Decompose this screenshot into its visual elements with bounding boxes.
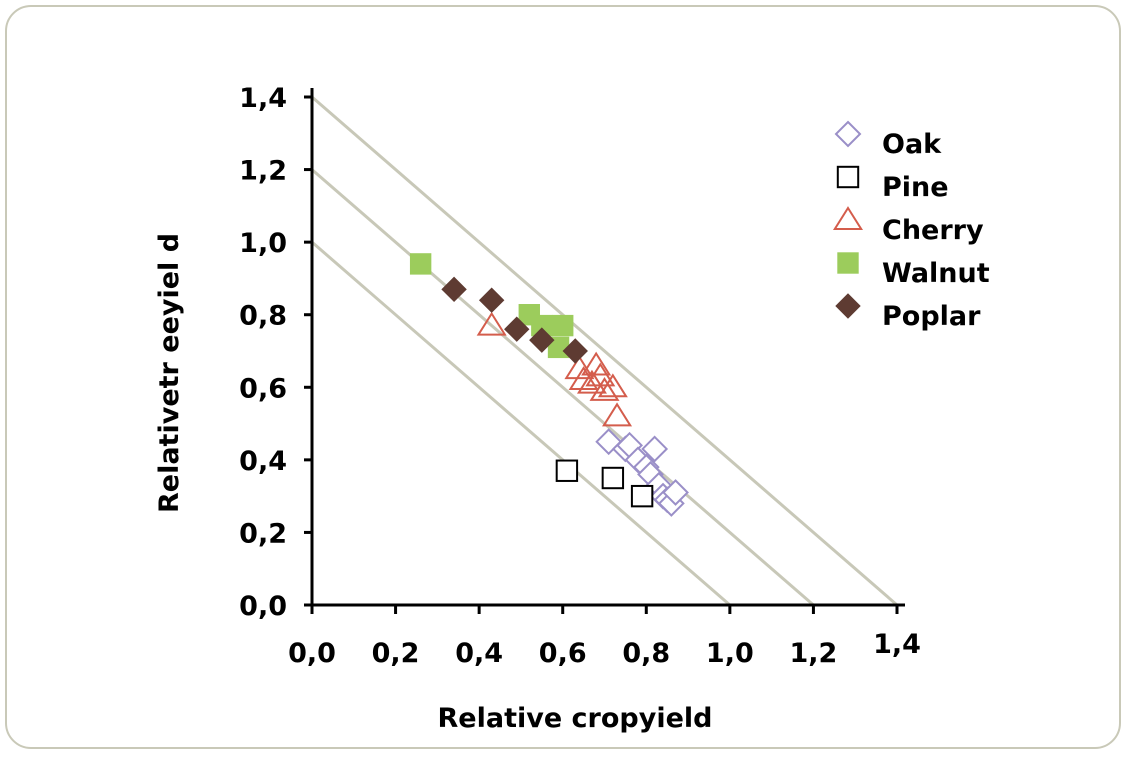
chart-frame <box>5 5 1121 749</box>
x-axis-title: Relative cropyield <box>438 703 713 734</box>
y-tick-label: 1,0 <box>239 228 287 259</box>
legend-label-walnut: Walnut <box>882 258 990 289</box>
y-tick-label: 1,4 <box>239 83 287 114</box>
data-point-poplar <box>478 287 505 313</box>
x-tick-label: 0,8 <box>622 638 670 669</box>
x-tick-label: 1,4 <box>873 629 921 660</box>
y-tick-label: 0,2 <box>239 518 287 549</box>
data-point-cherry <box>597 373 628 398</box>
data-point-walnut <box>409 253 432 275</box>
y-tick-label: 0,6 <box>239 373 287 404</box>
data-point-poplar <box>529 327 555 353</box>
data-point-poplar <box>504 316 530 342</box>
data-point-oak <box>662 479 689 506</box>
data-point-cherry <box>581 351 612 376</box>
legend-label-oak: Oak <box>882 129 942 160</box>
axes <box>310 88 905 607</box>
x-ticks: 0,0 0,2 0,4 0,6 0,8 1,0 1,2 1,4 <box>288 605 921 669</box>
y-ticks: 0,0 0,2 0,4 0,6 0,8 1,0 1,2 1,4 <box>239 83 312 622</box>
y-tick-label: 0,0 <box>239 591 287 622</box>
data-point-poplar <box>562 338 588 364</box>
data-point-pine <box>555 459 579 482</box>
data-point-cherry <box>602 402 633 427</box>
y-tick-label: 0,8 <box>239 301 287 332</box>
legend-label-pine: Pine <box>882 172 949 203</box>
legend-marker-cherry <box>832 206 864 230</box>
data-point-pine <box>601 466 625 490</box>
x-tick-label: 0,6 <box>539 638 587 669</box>
reference-line <box>311 241 731 607</box>
x-tick-label: 1,2 <box>790 638 838 669</box>
legend-label-cherry: Cherry <box>882 215 984 246</box>
legend-label-poplar: Poplar <box>882 301 981 332</box>
data-point-cherry <box>568 366 599 391</box>
data-point-cherry <box>476 311 507 336</box>
data-point-cherry <box>589 377 620 401</box>
data-point-cherry <box>564 355 595 380</box>
reference-line <box>311 168 815 607</box>
legend-marker-poplar <box>835 293 861 319</box>
legend-marker-oak <box>834 120 862 148</box>
legend: Oak Pine Cherry Walnut Poplar <box>832 120 990 332</box>
legend-marker-pine <box>836 165 860 189</box>
y-tick-label: 0,4 <box>239 446 287 477</box>
data-point-poplar <box>441 276 467 303</box>
reference-lines <box>311 95 898 607</box>
data-point-cherry <box>576 369 607 394</box>
reference-line <box>311 95 898 607</box>
data-point-pine <box>630 484 654 508</box>
data-point-oak <box>641 435 669 463</box>
y-axis-title: Relativetr eeyiel d <box>154 233 185 513</box>
legend-marker-walnut <box>837 252 859 274</box>
x-tick-label: 0,0 <box>288 638 336 669</box>
data-point-walnut <box>552 314 574 337</box>
x-tick-label: 1,0 <box>706 638 754 669</box>
x-tick-label: 0,2 <box>372 638 420 669</box>
y-tick-label: 1,2 <box>239 156 287 187</box>
data-points <box>409 253 689 517</box>
x-tick-label: 0,4 <box>455 638 503 669</box>
